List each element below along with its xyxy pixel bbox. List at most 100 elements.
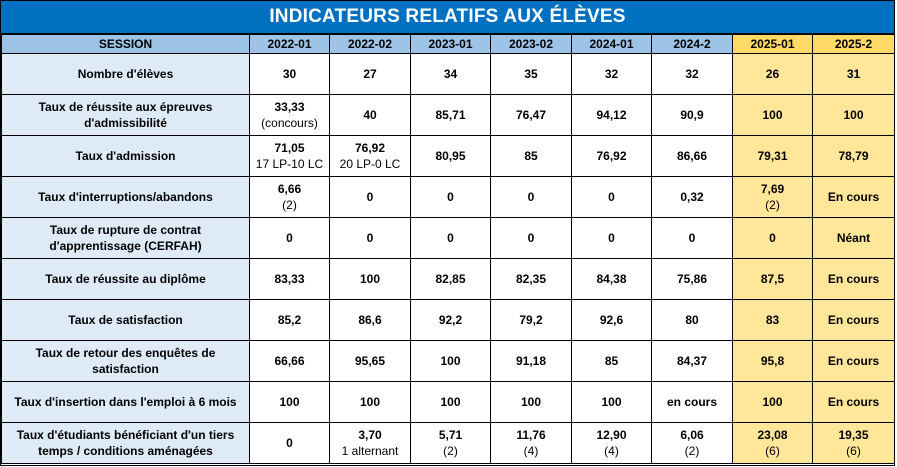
cell-value: 80	[685, 313, 699, 327]
cell-value: en cours	[666, 395, 717, 409]
value-cell: 0	[249, 422, 330, 464]
value-cell: 86,6	[329, 299, 411, 341]
table-row: Taux de réussite aux épreuves d'admissib…	[1, 94, 895, 136]
cell-value: 79,2	[519, 313, 543, 327]
value-cell: 100	[732, 381, 813, 423]
cell-note: (6)	[846, 444, 861, 458]
value-cell: 79,2	[490, 299, 572, 341]
cell-value: 0	[366, 231, 374, 245]
value-cell: 40	[329, 94, 411, 136]
value-cell: 6,06 (2)	[651, 422, 733, 464]
table-row: Taux d'insertion dans l'emploi à 6 mois 1…	[1, 381, 895, 423]
cell-value: 91,18	[515, 354, 547, 368]
cell-value: 0,32	[680, 190, 704, 204]
value-cell: 66,66	[249, 340, 330, 382]
cell-value: 11,76	[516, 428, 546, 442]
value-cell: 85,71	[410, 94, 491, 136]
value-cell: Néant	[812, 217, 895, 259]
cell-value: 30	[282, 67, 297, 81]
value-cell: 85	[571, 340, 652, 382]
row-label: Taux de rupture de contrat d'apprentissa…	[1, 217, 250, 259]
value-cell: 6,66 (2)	[249, 176, 330, 218]
value-cell: 7,69 (2)	[732, 176, 813, 218]
value-cell: 100	[812, 94, 895, 136]
row-label: Taux de réussite aux épreuves d'admissib…	[1, 94, 250, 136]
cell-value: 82,85	[435, 272, 466, 286]
value-cell: 33,33 (concours)	[249, 94, 330, 136]
row-label: Taux d'étudiants bénéficiant d'un tiers …	[1, 422, 250, 464]
row-label: Taux de retour des enquêtes de satisfact…	[1, 340, 250, 382]
cell-value: 19,35	[838, 428, 869, 442]
cell-value: 85,71	[435, 108, 466, 122]
value-cell: 86,66	[651, 135, 733, 177]
cell-value: 27	[363, 67, 377, 81]
value-cell: 92,2	[410, 299, 491, 341]
value-cell: 0	[651, 217, 733, 259]
table-row: Taux de rupture de contrat d'apprentissa…	[1, 217, 895, 259]
cell-value: 3,70	[358, 428, 382, 442]
cell-value: 100	[520, 395, 542, 409]
cell-value: Néant	[836, 231, 871, 245]
cell-value: En cours	[827, 354, 880, 368]
value-cell: 100	[249, 381, 330, 423]
cell-value: 84,38	[596, 272, 627, 286]
cell-value: 6,06	[680, 428, 704, 442]
value-cell: 0	[490, 217, 572, 259]
cell-value: 85	[524, 149, 538, 163]
value-cell: 19,35 (6)	[812, 422, 895, 464]
value-cell: 94,12	[571, 94, 652, 136]
value-cell: 85,2	[249, 299, 330, 341]
cell-value: 95,8	[760, 354, 785, 368]
cell-value: 92,6	[599, 313, 624, 327]
value-cell: 26	[732, 53, 813, 95]
cell-value: 84,37	[676, 354, 708, 368]
column-header: 2025-01	[732, 34, 813, 54]
cell-value: 87,5	[760, 272, 785, 286]
value-cell: 82,35	[490, 258, 572, 300]
cell-value: 0	[447, 190, 454, 204]
cell-value: 0	[366, 190, 374, 204]
value-cell: 3,70 1 alternant	[329, 422, 411, 464]
cell-value: 86,66	[676, 149, 708, 163]
cell-value: 100	[762, 395, 783, 409]
value-cell: 85	[490, 135, 572, 177]
value-cell: 82,85	[410, 258, 491, 300]
cell-note: 1 alternant	[341, 444, 399, 458]
cell-value: En cours	[827, 272, 880, 286]
value-cell: 100	[732, 94, 813, 136]
cell-value: 0	[688, 231, 696, 245]
row-label: Nombre d'élèves	[1, 53, 250, 95]
value-cell: 92,6	[571, 299, 652, 341]
cell-value: 6,66	[277, 182, 302, 196]
row-label: Taux d'admission	[1, 135, 250, 177]
table-row: Taux d'interruptions/abandons 6,66 (2) 0 0 0 0…	[1, 176, 895, 218]
cell-value: 75,86	[676, 272, 708, 286]
cell-value: 76,47	[515, 108, 547, 122]
row-label: Taux d'interruptions/abandons	[1, 176, 250, 218]
column-header: 2022-02	[329, 34, 411, 54]
value-cell: 71,05 17 LP-10 LC	[249, 135, 330, 177]
cell-value: 0	[527, 231, 535, 245]
cell-value: En cours	[827, 190, 880, 204]
cell-value: 100	[601, 395, 622, 409]
value-cell: 83	[732, 299, 813, 341]
value-cell: 32	[571, 53, 652, 95]
table-row: Taux d'admission 71,05 17 LP-10 LC 76,92 20 …	[1, 135, 895, 177]
value-cell: 78,79	[812, 135, 895, 177]
cell-value: 100	[440, 354, 461, 368]
value-cell: 0	[329, 217, 411, 259]
column-header: 2024-2	[651, 34, 733, 54]
cell-note: (4)	[604, 444, 619, 458]
cell-value: 12,90	[596, 428, 627, 442]
cell-value: 0	[608, 190, 615, 204]
value-cell: En cours	[812, 258, 895, 300]
cell-note: (2)	[282, 198, 297, 212]
row-label: Taux de satisfaction	[1, 299, 250, 341]
cell-value: 100	[359, 395, 381, 409]
value-cell: 23,08 (6)	[732, 422, 813, 464]
cell-value: 34	[443, 67, 458, 81]
value-cell: 0	[410, 176, 491, 218]
sheet-title: INDICATEURS RELATIFS AUX ÉLÈVES	[1, 1, 894, 34]
table-row: Taux d'étudiants bénéficiant d'un tiers …	[1, 422, 895, 464]
